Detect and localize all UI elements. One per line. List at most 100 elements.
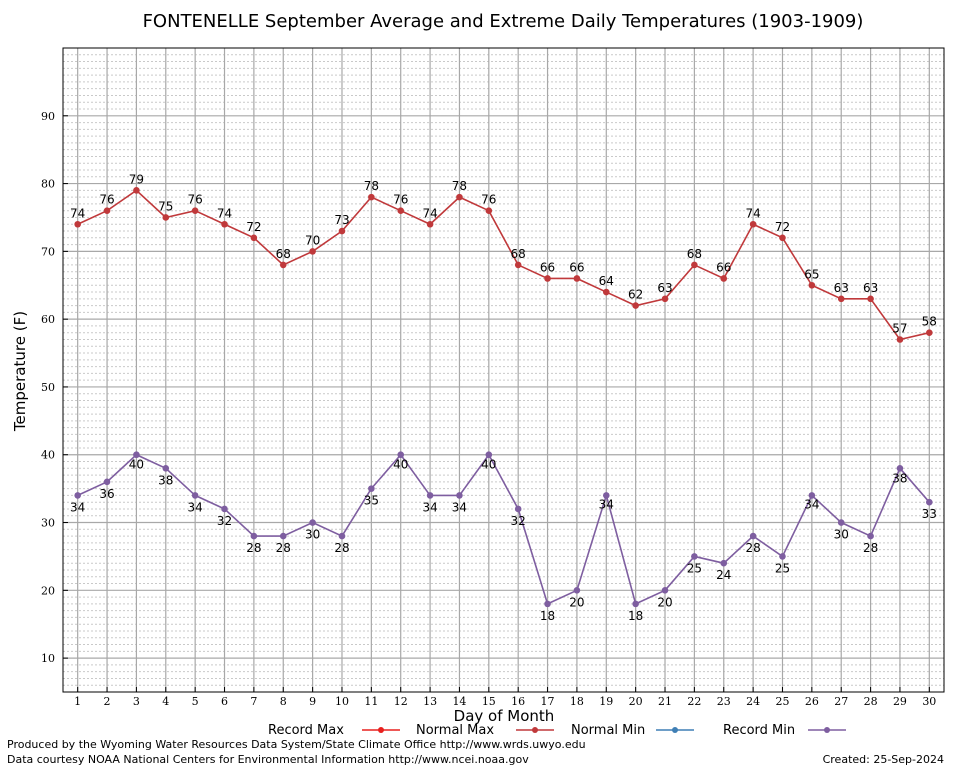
data-label: 68 bbox=[687, 247, 702, 261]
data-label: 66 bbox=[716, 260, 731, 274]
data-point bbox=[279, 261, 287, 269]
series-record-min: 34 36 40 38 34 32 28 28 30 28 35 40 34 34 40 32 18 20 34 18… bbox=[70, 451, 937, 623]
data-point bbox=[221, 505, 228, 513]
y-tick-label: 10 bbox=[41, 652, 55, 665]
legend-item-record-min: Record Min bbox=[723, 723, 846, 738]
data-point bbox=[309, 519, 316, 526]
data-label: 28 bbox=[276, 541, 291, 555]
data-label: 24 bbox=[716, 568, 731, 582]
data-point bbox=[573, 275, 581, 282]
data-point bbox=[896, 464, 904, 472]
data-label: 38 bbox=[158, 473, 173, 487]
y-tick-label: 20 bbox=[41, 584, 55, 597]
data-label: 78 bbox=[452, 179, 467, 193]
data-label: 72 bbox=[775, 220, 790, 234]
data-point bbox=[397, 451, 405, 459]
data-point bbox=[103, 207, 111, 214]
x-tick-label: 20 bbox=[629, 695, 643, 708]
data-label: 28 bbox=[863, 541, 878, 555]
x-tick-label: 28 bbox=[864, 695, 878, 708]
data-point bbox=[133, 451, 140, 459]
data-label: 62 bbox=[628, 288, 643, 302]
data-label: 20 bbox=[657, 595, 672, 609]
y-tick-label: 30 bbox=[41, 517, 55, 530]
series-layer: 74 76 79 75 76 74 72 68 70 73 78 76 74 78 76 68 66 66 64 62… bbox=[70, 172, 937, 623]
data-label: 74 bbox=[422, 206, 437, 220]
footer-producer: Produced by the Wyoming Water Resources … bbox=[7, 738, 586, 751]
data-point bbox=[602, 288, 610, 296]
y-tick-label: 40 bbox=[41, 449, 55, 462]
data-label: 25 bbox=[687, 561, 702, 575]
data-point bbox=[602, 492, 610, 499]
legend-swatch-marker bbox=[378, 727, 384, 733]
x-axis-ticks: 1 2 3 4 5 6 7 8 9 10 11 12 13 14 15 16 17 18 19 20 21 22 23 24 2… bbox=[74, 687, 936, 708]
data-point bbox=[338, 227, 346, 235]
series-line-normal-max bbox=[77, 189, 930, 341]
data-label: 68 bbox=[511, 247, 526, 261]
data-point bbox=[74, 220, 81, 228]
data-point bbox=[74, 492, 81, 499]
data-point bbox=[661, 295, 669, 303]
data-point bbox=[250, 234, 258, 242]
data-label: 68 bbox=[276, 247, 291, 261]
data-label: 30 bbox=[305, 528, 320, 542]
chart-title: FONTENELLE September Average and Extreme… bbox=[143, 11, 864, 32]
x-tick-label: 21 bbox=[658, 695, 672, 708]
data-label: 63 bbox=[834, 281, 849, 295]
data-point bbox=[720, 559, 728, 567]
data-point bbox=[544, 275, 551, 282]
data-label: 36 bbox=[99, 487, 114, 501]
x-tick-label: 18 bbox=[570, 695, 584, 708]
data-label: 57 bbox=[892, 321, 907, 335]
x-tick-label: 25 bbox=[775, 695, 789, 708]
data-label: 75 bbox=[158, 199, 173, 213]
data-point bbox=[691, 261, 698, 269]
legend-item-normal-max: Normal Max bbox=[416, 723, 554, 738]
data-point bbox=[514, 505, 522, 513]
x-tick-label: 12 bbox=[394, 695, 408, 708]
data-point bbox=[749, 220, 757, 228]
data-point bbox=[191, 492, 199, 499]
data-label: 74 bbox=[70, 206, 85, 220]
data-point bbox=[808, 492, 816, 499]
plot-frame bbox=[62, 47, 945, 693]
data-point bbox=[338, 532, 346, 540]
x-tick-label: 30 bbox=[922, 695, 936, 708]
legend: Record Max Normal Max Normal Min Record Min bbox=[268, 723, 846, 738]
data-point bbox=[837, 519, 845, 526]
data-label: 66 bbox=[569, 260, 584, 274]
data-point bbox=[867, 295, 874, 303]
x-tick-label: 22 bbox=[687, 695, 701, 708]
data-label: 72 bbox=[246, 220, 261, 234]
data-point bbox=[691, 553, 698, 560]
data-point bbox=[250, 532, 258, 540]
y-tick-label: 80 bbox=[41, 178, 55, 191]
data-label: 20 bbox=[569, 595, 584, 609]
data-label: 28 bbox=[246, 541, 261, 555]
data-label: 63 bbox=[863, 281, 878, 295]
footer-data-source: Data courtesy NOAA National Centers for … bbox=[7, 753, 529, 766]
data-point bbox=[456, 492, 463, 499]
data-label: 40 bbox=[481, 458, 496, 472]
data-label: 58 bbox=[922, 315, 937, 329]
data-point bbox=[632, 302, 639, 309]
data-label: 74 bbox=[217, 206, 232, 220]
data-label: 28 bbox=[334, 541, 349, 555]
data-label: 73 bbox=[334, 213, 349, 227]
x-tick-label: 10 bbox=[335, 695, 349, 708]
data-label: 34 bbox=[188, 500, 203, 514]
data-label: 35 bbox=[364, 494, 379, 508]
data-label: 70 bbox=[305, 233, 320, 247]
data-point bbox=[221, 220, 228, 228]
data-label: 28 bbox=[745, 541, 760, 555]
data-point bbox=[133, 187, 140, 194]
data-label: 40 bbox=[393, 458, 408, 472]
legend-label: Record Max bbox=[268, 723, 344, 738]
data-point bbox=[779, 234, 786, 242]
data-label: 74 bbox=[745, 206, 760, 220]
legend-item-normal-min: Normal Min bbox=[571, 723, 694, 738]
x-tick-label: 27 bbox=[834, 695, 848, 708]
data-point bbox=[162, 214, 170, 221]
legend-swatch-marker bbox=[532, 727, 538, 733]
y-tick-label: 70 bbox=[41, 245, 55, 258]
